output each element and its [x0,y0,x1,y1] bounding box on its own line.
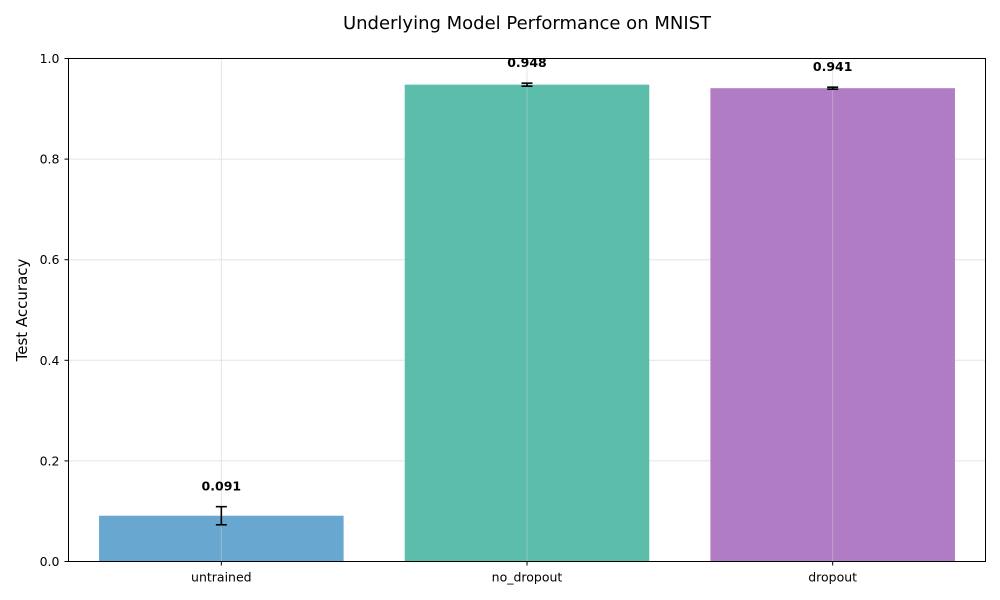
y-axis-label: Test Accuracy [13,258,31,362]
y-tick-label: 0.4 [40,353,60,368]
bars [99,84,955,562]
value-label: 0.941 [813,59,853,74]
y-tick-label: 1.0 [40,51,60,66]
error-bar-dropout [827,86,839,90]
y-tick-label: 0.2 [40,453,60,468]
error-bar-no_dropout [521,82,533,87]
x-tick-label: no_dropout [492,570,563,585]
y-axis-ticks: 0.0 0.2 0.4 0.6 0.8 1.0 [40,51,69,569]
value-label: 0.091 [202,479,242,494]
x-tick-label: untrained [191,570,252,585]
error-bar-untrained [215,505,227,526]
y-tick-label: 0.8 [40,152,60,167]
error-bars [215,82,839,562]
bar-no_dropout [404,84,650,562]
value-label: 0.948 [507,55,547,70]
x-tick-label: dropout [808,570,857,585]
bar-dropout [710,88,955,562]
chart-title: Underlying Model Performance on MNIST [343,13,712,34]
x-axis-ticks: untrained no_dropout dropout [191,561,857,585]
y-tick-label: 0.0 [40,554,60,569]
value-labels: 0.091 0.948 0.941 [202,55,853,494]
y-tick-label: 0.6 [40,252,60,267]
